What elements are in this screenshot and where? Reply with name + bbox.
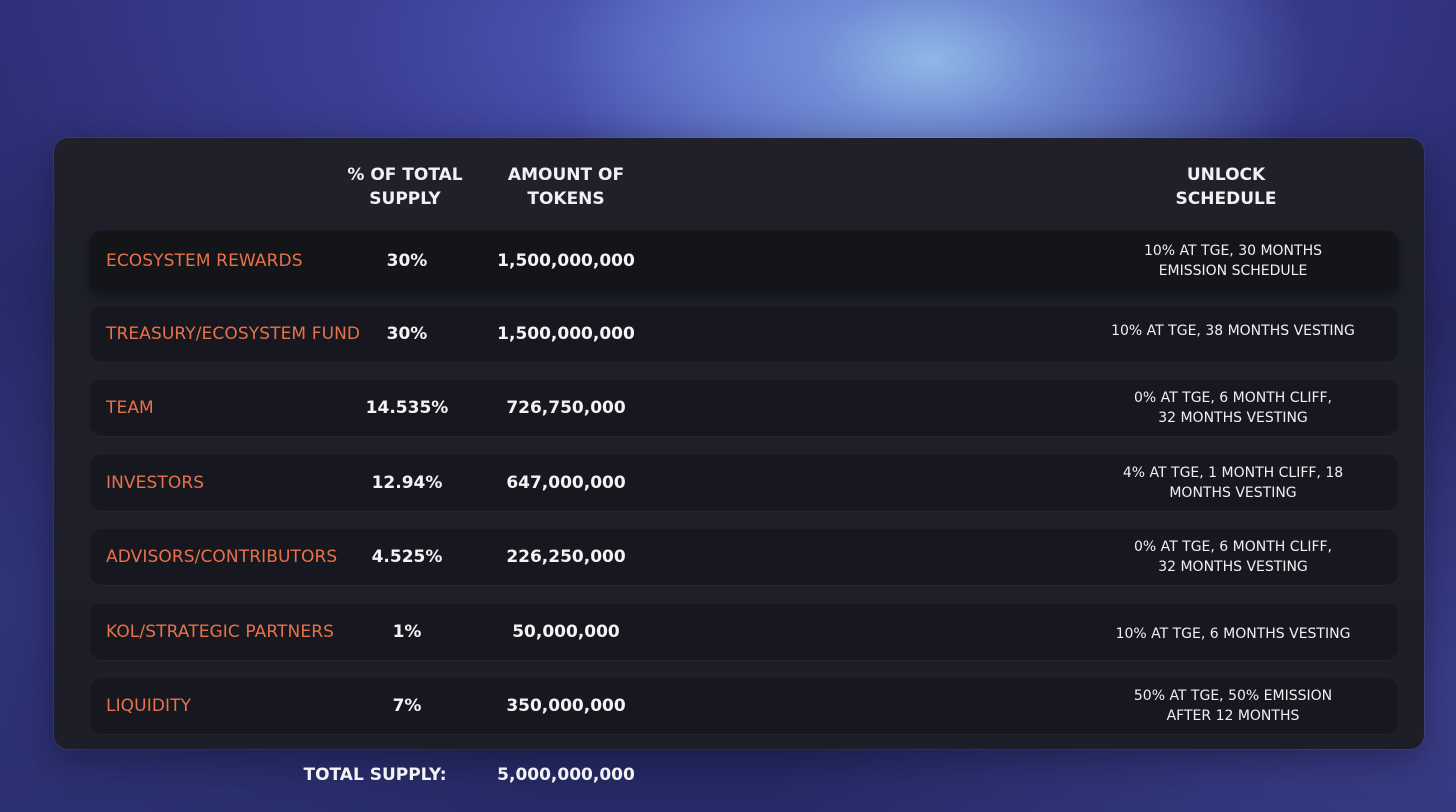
unlock-line2: EMISSION SCHEDULE [1158,263,1308,279]
row-category-name: TREASURY/ECOSYSTEM FUND [106,324,361,344]
row-category-name: KOL/STRATEGIC PARTNERS [106,622,335,642]
unlock-line2: 32 MONTHS VESTING [1158,559,1308,575]
row-percent: 12.94% [371,473,443,493]
unlock-line1: 0% AT TGE, 6 MONTH CLIFF, [1133,539,1333,555]
header-percent-line1: % OF TOTAL [347,165,463,185]
row-unlock-schedule: 50% AT TGE, 50% EMISSION AFTER 12 MONTHS [1100,678,1366,734]
unlock-line1: 10% AT TGE, 6 MONTHS VESTING [1115,626,1351,642]
row-amount: 1,500,000,000 [497,324,635,344]
row-category-name: INVESTORS [106,473,205,493]
row-amount: 1,500,000,000 [497,251,635,271]
unlock-line2: 32 MONTHS VESTING [1158,410,1308,426]
row-unlock-schedule: 10% AT TGE, 6 MONTHS VESTING [1100,606,1366,662]
header-amount-line2: TOKENS [527,189,605,209]
total-supply-value: 5,000,000,000 [497,765,635,785]
table-row-ecosystem-rewards: ECOSYSTEM REWARDS 30% 1,500,000,000 10% … [90,231,1398,291]
unlock-line1: 50% AT TGE, 50% EMISSION [1133,688,1333,704]
header-unlock-schedule: UNLOCK SCHEDULE [1126,163,1326,211]
unlock-line2: MONTHS VESTING [1169,485,1297,501]
row-percent: 14.535% [365,398,449,418]
header-unlock-line1: UNLOCK [1186,165,1266,185]
unlock-line1: 10% AT TGE, 30 MONTHS [1143,243,1322,259]
header-amount-line1: AMOUNT OF [507,165,625,185]
row-amount: 350,000,000 [506,696,626,716]
unlock-line2: AFTER 12 MONTHS [1166,708,1300,724]
table-row-treasury-ecosystem-fund: TREASURY/ECOSYSTEM FUND 30% 1,500,000,00… [90,306,1398,362]
table-row-liquidity: LIQUIDITY 7% 350,000,000 50% AT TGE, 50%… [90,678,1398,734]
row-category-name: ADVISORS/CONTRIBUTORS [106,547,338,567]
row-amount: 647,000,000 [506,473,626,493]
table-row-kol-strategic-partners: KOL/STRATEGIC PARTNERS 1% 50,000,000 10%… [90,604,1398,660]
row-percent: 1% [392,622,422,642]
row-amount: 226,250,000 [506,547,626,567]
row-category-name: TEAM [106,398,154,418]
row-percent: 4.525% [371,547,443,567]
row-unlock-schedule: 4% AT TGE, 1 MONTH CLIFF, 18 MONTHS VEST… [1100,455,1366,511]
row-unlock-schedule: 0% AT TGE, 6 MONTH CLIFF, 32 MONTHS VEST… [1100,380,1366,436]
row-unlock-schedule: 10% AT TGE, 38 MONTHS VESTING [1100,303,1366,359]
header-amount-of-tokens: AMOUNT OF TOKENS [466,163,666,211]
row-percent: 30% [386,251,428,271]
row-amount: 50,000,000 [512,622,620,642]
row-percent: 7% [392,696,422,716]
header-percent-line2: SUPPLY [369,189,441,209]
header-percent-of-total-supply: % OF TOTAL SUPPLY [300,163,510,211]
unlock-line1: 0% AT TGE, 6 MONTH CLIFF, [1133,390,1333,406]
table-row-advisors-contributors: ADVISORS/CONTRIBUTORS 4.525% 226,250,000… [90,529,1398,585]
header-unlock-line2: SCHEDULE [1175,189,1277,209]
total-supply-label: TOTAL SUPPLY: [303,765,447,785]
row-category-name: ECOSYSTEM REWARDS [106,251,303,271]
table-row-team: TEAM 14.535% 726,750,000 0% AT TGE, 6 MO… [90,380,1398,436]
table-row-investors: INVESTORS 12.94% 647,000,000 4% AT TGE, … [90,455,1398,511]
unlock-line1: 4% AT TGE, 1 MONTH CLIFF, 18 [1122,465,1344,481]
row-amount: 726,750,000 [506,398,626,418]
row-unlock-schedule: 0% AT TGE, 6 MONTH CLIFF, 32 MONTHS VEST… [1100,529,1366,585]
row-category-name: LIQUIDITY [106,696,192,716]
unlock-line1: 10% AT TGE, 38 MONTHS VESTING [1111,323,1355,339]
row-percent: 30% [386,324,428,344]
row-unlock-schedule: 10% AT TGE, 30 MONTHS EMISSION SCHEDULE [1100,231,1366,291]
